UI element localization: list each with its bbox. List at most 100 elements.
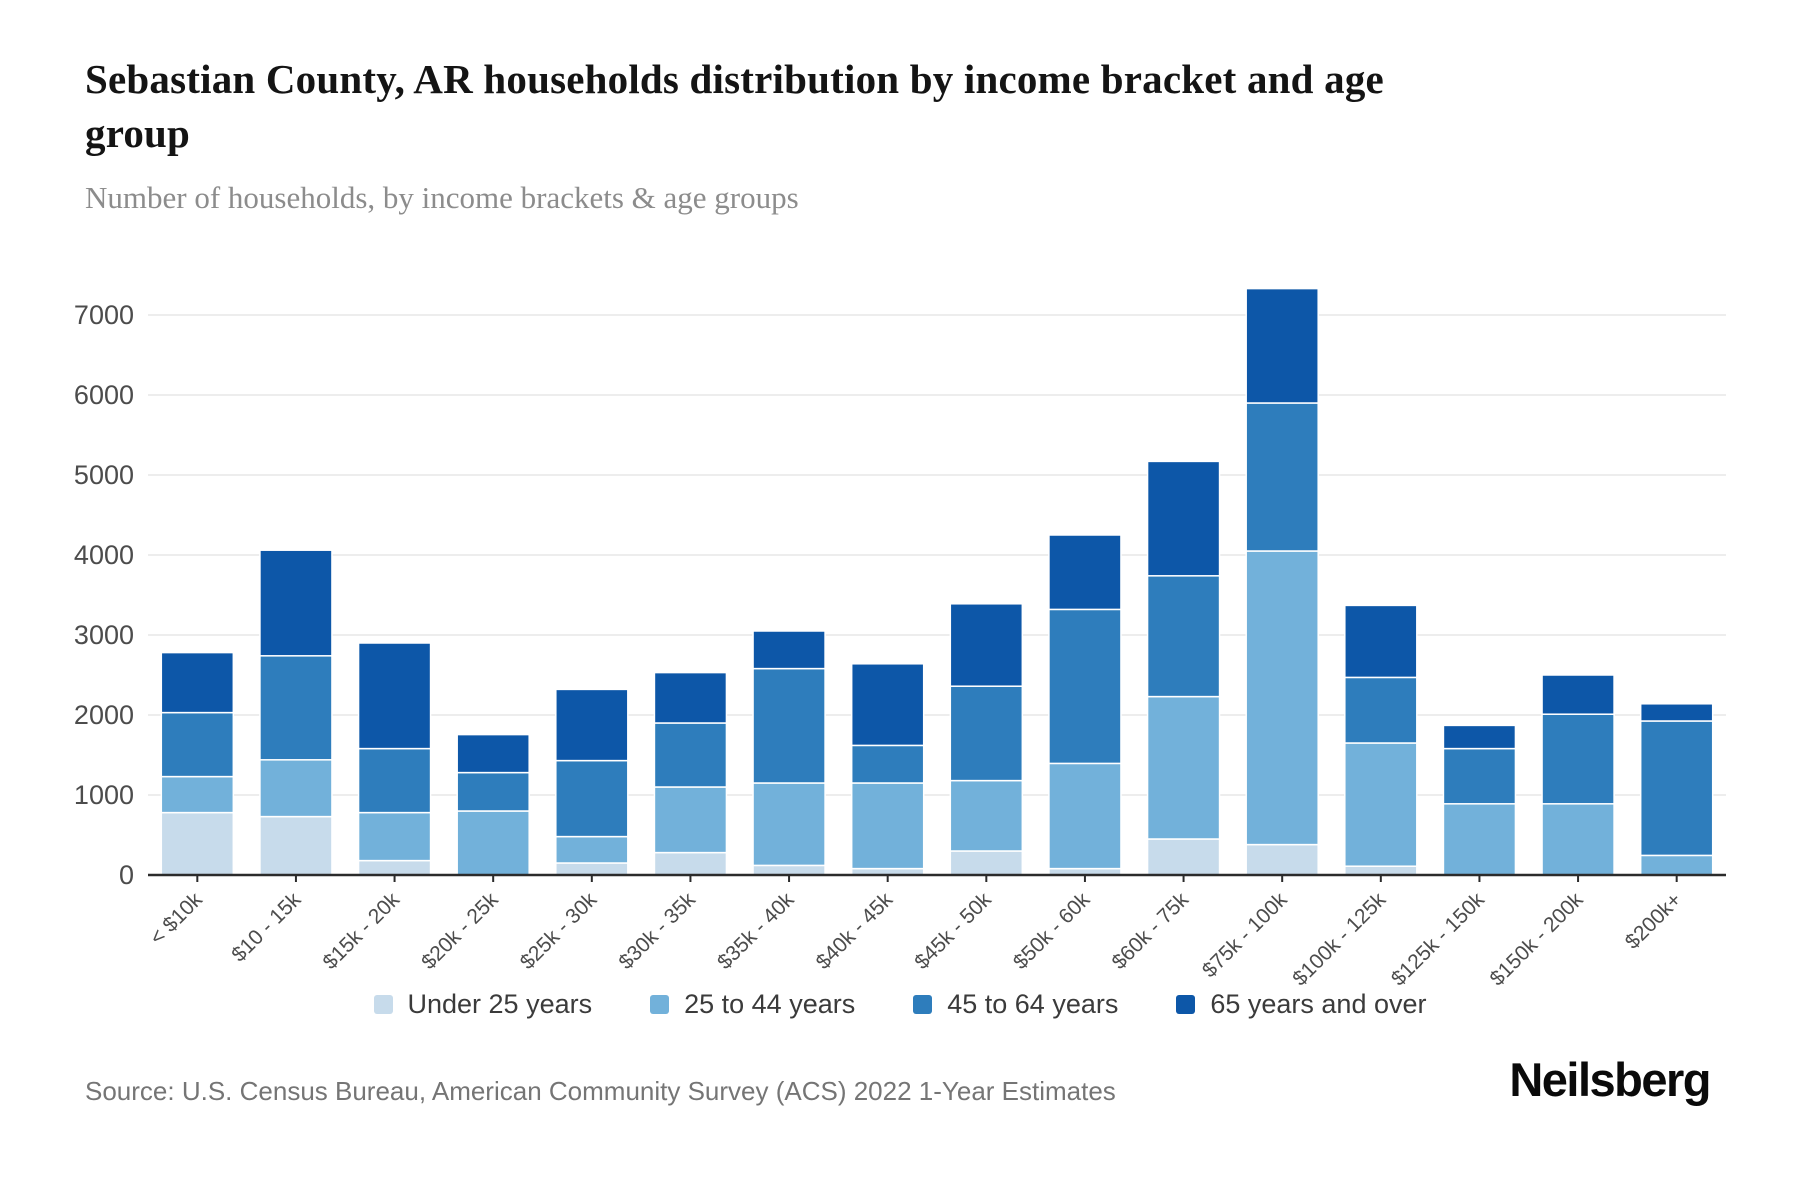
y-axis-tick-label: 5000: [74, 460, 134, 490]
chart-legend: Under 25 years 25 to 44 years 45 to 64 yea…: [0, 984, 1800, 1024]
legend-item[interactable]: 65 years and over: [1176, 988, 1427, 1020]
y-axis-tick-label: 6000: [74, 380, 134, 410]
x-axis-tick-label: $75k - 100k: [1198, 888, 1292, 982]
y-axis-tick-label: 1000: [74, 780, 134, 810]
bar-segment[interactable]: [160, 652, 235, 714]
x-axis-tick-label: $50k - 60k: [1009, 888, 1095, 974]
x-axis-tick-label: $20k - 25k: [417, 888, 503, 974]
legend-swatch-icon: [913, 994, 933, 1014]
bar-segment[interactable]: [653, 852, 728, 876]
x-axis-tick-label: $35k - 40k: [713, 888, 799, 974]
x-axis-tick-label: $10 - 15k: [227, 888, 306, 967]
bar-segment[interactable]: [1344, 742, 1418, 868]
bar-segment[interactable]: [850, 663, 925, 747]
bar-segment[interactable]: [1146, 696, 1221, 840]
bar-segment[interactable]: [456, 734, 530, 774]
bar-segment[interactable]: [1048, 608, 1122, 765]
bar-segment[interactable]: [653, 786, 728, 854]
bar-segment[interactable]: [555, 862, 629, 876]
legend-swatch-icon: [373, 994, 393, 1014]
bar-segment[interactable]: [752, 782, 826, 867]
legend-label: 45 to 64 years: [947, 988, 1119, 1019]
bar-segment[interactable]: [357, 860, 432, 876]
bar-segment[interactable]: [752, 630, 826, 670]
legend-label: 25 to 44 years: [684, 988, 856, 1019]
y-axis-tick-label: 4000: [74, 540, 134, 570]
legend-item[interactable]: Under 25 years: [373, 988, 593, 1020]
bar-segment[interactable]: [259, 549, 333, 657]
x-axis-tick-label: $45k - 50k: [910, 888, 996, 974]
legend-swatch-icon: [1176, 994, 1196, 1014]
legend-swatch-icon: [650, 994, 670, 1014]
bar-segment[interactable]: [1344, 865, 1418, 876]
x-axis-tick-label: $40k - 45k: [812, 888, 898, 974]
x-axis-tick-label: $15k - 20k: [318, 888, 404, 974]
y-axis-tick-label: 3000: [74, 620, 134, 650]
bar-segment[interactable]: [1048, 762, 1122, 870]
x-axis-tick-label: $30k - 35k: [614, 888, 700, 974]
x-axis-tick-label: $200k+: [1621, 888, 1686, 953]
bar-segment[interactable]: [259, 655, 333, 761]
bar-segment[interactable]: [1048, 534, 1122, 611]
bar-segment[interactable]: [1245, 288, 1319, 404]
x-axis-tick-label: $60k - 75k: [1107, 888, 1193, 974]
brand-logo: Neilsberg: [1509, 1053, 1711, 1107]
page-subtitle: Number of households, by income brackets…: [85, 180, 799, 216]
bar-segment[interactable]: [1442, 748, 1517, 805]
stacked-bar-chart: 0 1000 2000 3000 4000 5000 6000 7000 < $10k $10 -…: [74, 288, 1726, 991]
bar-segment[interactable]: [949, 685, 1024, 782]
bar-segment[interactable]: [1541, 674, 1615, 716]
legend-item[interactable]: 45 to 64 years: [913, 989, 1118, 1020]
x-axis-tick-label: $100k - 125k: [1288, 888, 1390, 990]
bar-segment[interactable]: [752, 864, 826, 876]
x-axis-tick-label: < $10k: [146, 888, 208, 950]
legend-item[interactable]: 25 to 44 years: [650, 989, 855, 1020]
bar-segment[interactable]: [1146, 460, 1221, 577]
bar-segment[interactable]: [1245, 844, 1319, 876]
bar-segment[interactable]: [160, 776, 235, 814]
bar-segment[interactable]: [653, 722, 728, 788]
bar-segment[interactable]: [1146, 838, 1221, 876]
bar-segment[interactable]: [357, 812, 432, 862]
bar-segment[interactable]: [1442, 724, 1517, 750]
bar-segment[interactable]: [1541, 803, 1615, 876]
bar-segment[interactable]: [1245, 550, 1319, 846]
bar-segment[interactable]: [949, 603, 1024, 688]
bar-segment[interactable]: [555, 760, 629, 838]
bar-segment[interactable]: [752, 668, 826, 784]
bar-segment[interactable]: [259, 816, 333, 876]
bar-segment[interactable]: [850, 744, 925, 784]
legend-label: Under 25 years: [407, 988, 593, 1019]
bar-segment[interactable]: [555, 688, 629, 762]
y-axis-tick-label: 0: [119, 860, 134, 890]
bar-segment[interactable]: [1639, 854, 1714, 876]
chart-header: Sebastian County, AR households distribu…: [0, 0, 1800, 216]
bar-segment[interactable]: [259, 759, 333, 818]
bar-segment[interactable]: [1541, 713, 1615, 805]
bar-segment[interactable]: [357, 748, 432, 814]
bar-segment[interactable]: [1639, 703, 1714, 722]
bar-segment[interactable]: [357, 642, 432, 750]
bar-segment[interactable]: [949, 780, 1024, 852]
bar-segment[interactable]: [1245, 402, 1319, 552]
x-axis-tick-label: $150k - 200k: [1485, 888, 1587, 990]
bar-segment[interactable]: [1146, 575, 1221, 698]
bar-segment[interactable]: [160, 712, 235, 778]
source-text: Source: U.S. Census Bureau, American Com…: [85, 1076, 1116, 1107]
bar-segment[interactable]: [850, 782, 925, 870]
x-axis-tick-label: $25k - 30k: [516, 888, 602, 974]
bar-segment[interactable]: [1344, 604, 1418, 679]
y-axis-tick-label: 7000: [74, 300, 134, 330]
legend-label: 65 years and over: [1210, 988, 1427, 1019]
bar-segment[interactable]: [456, 772, 530, 812]
bar-segment[interactable]: [949, 850, 1024, 876]
bar-segment[interactable]: [1639, 720, 1714, 857]
bar-segment[interactable]: [456, 810, 530, 876]
bar-segment[interactable]: [1344, 676, 1418, 744]
bar-segment[interactable]: [555, 836, 629, 864]
bar-segment[interactable]: [160, 812, 235, 876]
chart-area: 0 1000 2000 3000 4000 5000 6000 7000 < $10k $10 -…: [0, 218, 1800, 991]
bar-segment[interactable]: [1442, 803, 1517, 876]
y-axis-tick-label: 2000: [74, 700, 134, 730]
bar-segment[interactable]: [653, 672, 728, 724]
